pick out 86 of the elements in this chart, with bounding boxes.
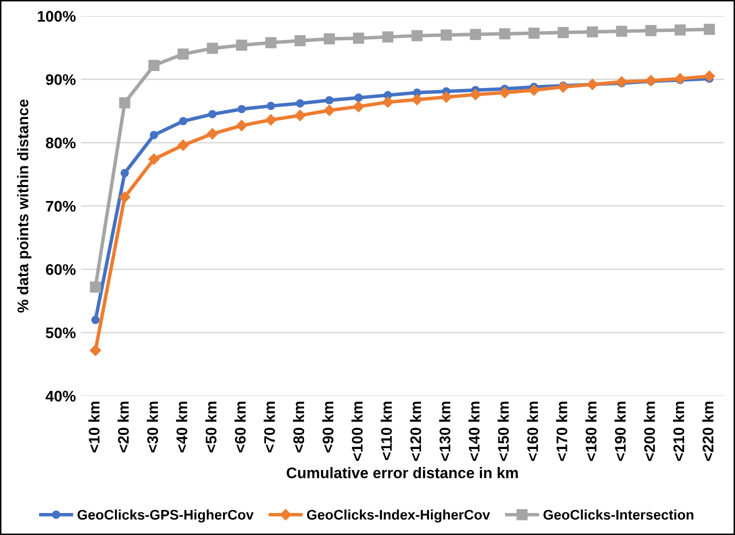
x-tick-label: <190 km [614, 402, 626, 461]
x-tick-label: <220 km [702, 402, 714, 461]
point [119, 97, 130, 108]
point [236, 40, 248, 51]
point [558, 81, 569, 93]
point [206, 128, 218, 140]
x-tick-label: <170 km [556, 402, 568, 461]
point [440, 91, 452, 103]
point [382, 31, 394, 42]
point [616, 26, 628, 37]
point [294, 110, 306, 122]
x-tick-label: <130 km [439, 402, 450, 461]
point [440, 29, 452, 41]
y-tick-label: 50% [46, 327, 76, 338]
point [120, 168, 129, 178]
point [354, 94, 363, 102]
legend-label: GeoClicks-GPS-HigherCov [78, 509, 254, 522]
point [470, 28, 482, 40]
legend-label: GeoClicks-Index-HigherCov [307, 509, 490, 522]
point [704, 70, 715, 82]
x-tick-label: <110 km [380, 402, 392, 460]
y-tick-label: 90% [46, 74, 76, 86]
point [674, 24, 686, 36]
point [411, 30, 423, 42]
point [382, 96, 394, 108]
x-tick-label: <50 km [205, 402, 216, 452]
point [324, 33, 335, 44]
point [528, 28, 540, 39]
point [586, 26, 598, 38]
point [645, 25, 656, 36]
x-tick-label: <150 km [498, 402, 509, 461]
point [236, 120, 248, 132]
x-tick-label: <20 km [118, 402, 129, 452]
point [499, 28, 510, 40]
point [353, 32, 364, 44]
x-tick-label: <140 km [468, 402, 480, 461]
y-axis-title: % data points within distance [17, 100, 32, 313]
point [294, 35, 306, 46]
point [674, 73, 686, 84]
x-tick-label: <120 km [410, 402, 422, 461]
x-tick-label: <180 km [585, 402, 597, 461]
point [704, 24, 715, 35]
point [208, 110, 217, 118]
point [616, 76, 628, 88]
point [558, 26, 569, 38]
y-tick-label: 80% [46, 138, 76, 148]
point [91, 316, 100, 324]
point [90, 281, 102, 293]
y-tick-label: 100% [38, 10, 76, 22]
x-tick-label: <90 km [322, 402, 334, 452]
x-tick-label: <70 km [264, 402, 275, 452]
point [179, 116, 188, 126]
point [178, 140, 189, 151]
x-tick-label: <40 km [176, 402, 188, 452]
y-tick-label: 40% [46, 390, 76, 402]
point [411, 94, 423, 106]
point [499, 87, 510, 98]
point [324, 104, 335, 116]
x-tick-label: <160 km [526, 402, 538, 461]
legend-label: GeoClicks-Intersection [543, 509, 694, 520]
x-tick-label: <10 km [88, 402, 100, 452]
point [352, 100, 364, 112]
x-tick-label: <80 km [292, 402, 304, 452]
point [178, 48, 189, 60]
x-tick-label: <210 km [673, 402, 684, 461]
point [119, 192, 130, 203]
x-tick-label: <100 km [351, 402, 363, 461]
point [148, 154, 160, 165]
point [470, 88, 482, 100]
x-tick-label: <200 km [644, 402, 655, 461]
point [528, 84, 540, 96]
y-tick-label: 70% [46, 200, 76, 212]
y-tick-label: 60% [46, 264, 76, 275]
point [206, 42, 218, 54]
point [325, 96, 334, 104]
point [148, 60, 160, 71]
x-axis-title: Cumulative error distance in km [286, 467, 518, 478]
point [266, 102, 276, 110]
point [296, 99, 304, 108]
point [265, 114, 276, 126]
point [237, 104, 246, 114]
point [265, 37, 276, 48]
x-tick-label: <30 km [146, 402, 158, 452]
point [90, 344, 102, 356]
x-tick-label: <60 km [234, 402, 246, 452]
point [150, 130, 158, 140]
